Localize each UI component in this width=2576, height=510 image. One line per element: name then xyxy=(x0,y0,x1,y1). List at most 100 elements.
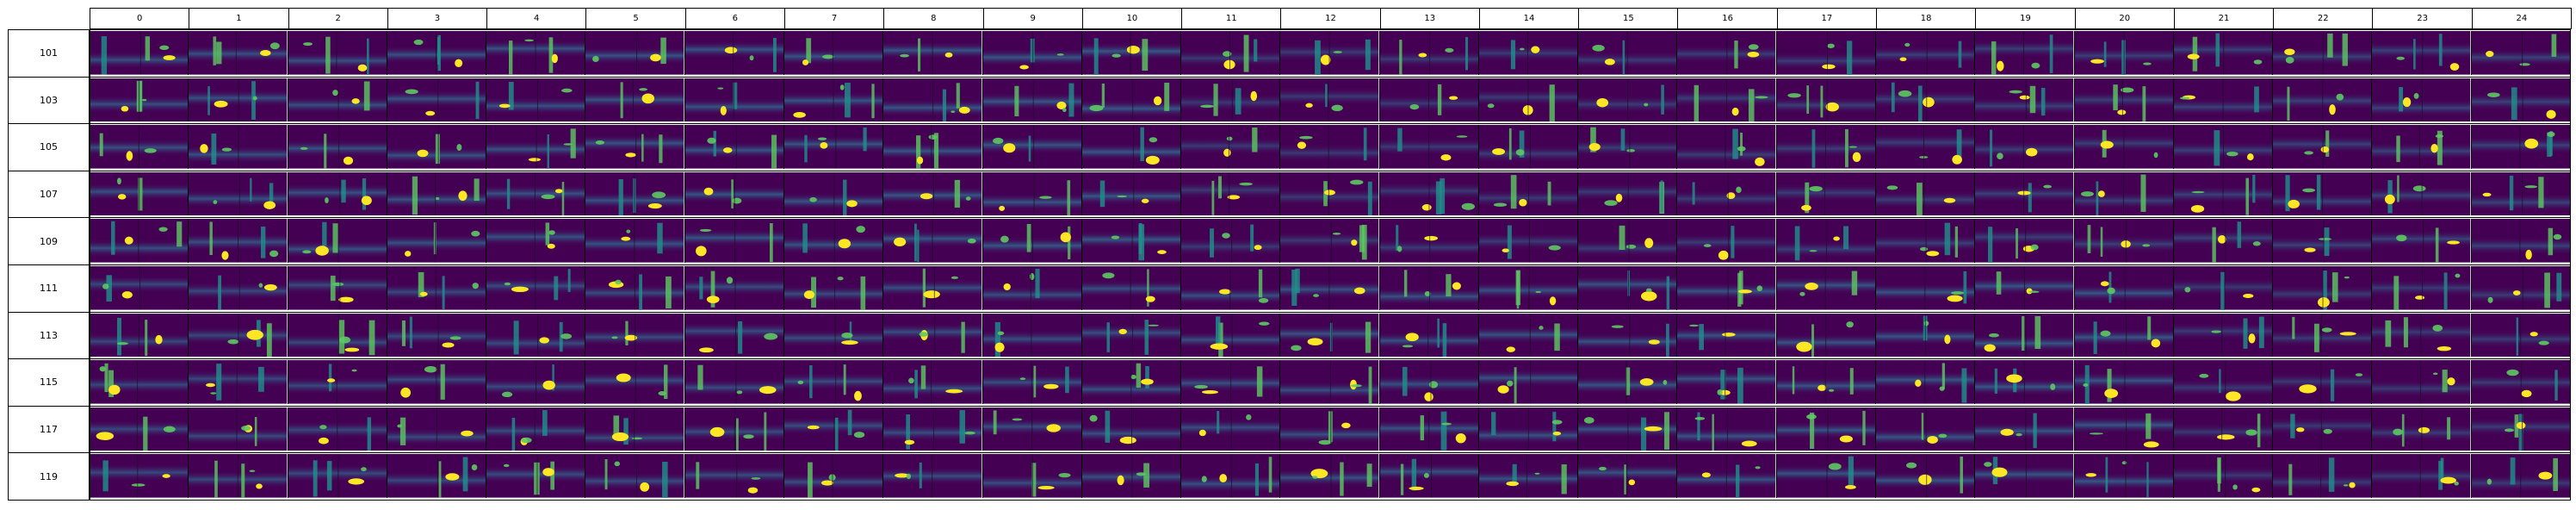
heatmap-thumbnail xyxy=(1181,125,1280,169)
column-header: 6 xyxy=(684,8,785,29)
heatmap-thumbnail xyxy=(2372,78,2471,122)
heatmap-thumbnail xyxy=(585,125,684,169)
grid-cell xyxy=(1876,219,1976,263)
heatmap-thumbnail xyxy=(1776,78,1876,122)
heatmap-thumbnail xyxy=(189,407,288,451)
heatmap-thumbnail xyxy=(387,454,486,498)
grid-cell xyxy=(783,407,884,451)
grid-cell xyxy=(1280,31,1380,75)
heatmap-thumbnail xyxy=(1776,313,1876,358)
heatmap-thumbnail xyxy=(1081,219,1181,263)
heatmap-thumbnail xyxy=(1677,454,1776,498)
heatmap-thumbnail xyxy=(1876,31,1975,75)
grid-cell xyxy=(1181,407,1281,451)
heatmap-thumbnail xyxy=(883,125,982,169)
grid-cell xyxy=(288,219,387,263)
heatmap-thumbnail xyxy=(387,219,486,263)
heatmap-thumbnail xyxy=(1677,407,1776,451)
heatmap-thumbnail xyxy=(387,171,486,216)
heatmap-thumbnail xyxy=(288,407,387,451)
grid-cell xyxy=(387,125,487,169)
heatmap-thumbnail xyxy=(1677,171,1776,216)
grid-cell xyxy=(2273,125,2373,169)
grid-cell xyxy=(1081,78,1182,122)
grid-cell xyxy=(387,78,487,122)
heatmap-thumbnail xyxy=(2074,454,2173,498)
heatmap-thumbnail xyxy=(387,360,486,404)
grid-cell xyxy=(883,125,983,169)
grid-cell xyxy=(2173,78,2274,122)
heatmap-thumbnail xyxy=(1081,78,1181,122)
heatmap-thumbnail xyxy=(684,31,783,75)
heatmap-thumbnail xyxy=(1081,171,1181,216)
heatmap-thumbnail xyxy=(1280,454,1379,498)
grid-cell xyxy=(2372,313,2472,358)
column-header: 17 xyxy=(1776,8,1878,29)
grid-cell xyxy=(2173,219,2274,263)
grid-cell xyxy=(1578,78,1678,122)
heatmap-thumbnail xyxy=(2372,360,2471,404)
column-header: 1 xyxy=(189,8,289,29)
heatmap-thumbnail xyxy=(883,171,982,216)
grid-cell xyxy=(2273,78,2373,122)
grid-cell xyxy=(684,78,784,122)
grid-cell xyxy=(2074,407,2174,451)
heatmap-thumbnail xyxy=(684,407,783,451)
heatmap-thumbnail xyxy=(1677,360,1776,404)
column-header: 20 xyxy=(2074,8,2175,29)
heatmap-thumbnail xyxy=(1280,219,1379,263)
heatmap-thumbnail xyxy=(387,78,486,122)
grid-cell xyxy=(684,454,784,498)
heatmap-thumbnail xyxy=(2471,266,2570,310)
grid-cell xyxy=(1081,125,1182,169)
heatmap-thumbnail xyxy=(288,454,387,498)
heatmap-thumbnail xyxy=(2372,454,2471,498)
grid-cell xyxy=(1181,171,1281,216)
heatmap-thumbnail xyxy=(1478,219,1578,263)
grid-cell xyxy=(1280,360,1380,404)
column-header: 7 xyxy=(783,8,885,29)
heatmap-thumbnail xyxy=(1677,313,1776,358)
grid-cell xyxy=(1379,313,1479,358)
grid-cell xyxy=(1379,78,1479,122)
heatmap-thumbnail xyxy=(585,407,684,451)
grid-cell xyxy=(585,266,685,310)
column-header: 12 xyxy=(1280,8,1381,29)
heatmap-thumbnail xyxy=(486,31,585,75)
grid-cell xyxy=(288,454,387,498)
heatmap-thumbnail xyxy=(2273,219,2372,263)
heatmap-thumbnail xyxy=(1379,125,1478,169)
row-header: 115 xyxy=(8,358,90,407)
grid-cell xyxy=(1578,313,1678,358)
heatmap-thumbnail xyxy=(585,171,684,216)
heatmap-thumbnail xyxy=(684,78,783,122)
column-header: 10 xyxy=(1081,8,1183,29)
grid-cell xyxy=(982,125,1082,169)
grid-cell xyxy=(1975,31,2075,75)
heatmap-thumbnail xyxy=(2273,31,2372,75)
heatmap-thumbnail xyxy=(1379,31,1478,75)
heatmap-thumbnail xyxy=(2173,407,2273,451)
heatmap-thumbnail xyxy=(1081,313,1181,358)
heatmap-thumbnail xyxy=(288,219,387,263)
column-header: 16 xyxy=(1677,8,1778,29)
heatmap-thumbnail xyxy=(1975,360,2074,404)
heatmap-thumbnail xyxy=(2273,171,2372,216)
heatmap-thumbnail xyxy=(189,31,288,75)
grid-cell xyxy=(2471,31,2571,75)
heatmap-thumbnail xyxy=(1280,171,1379,216)
row-header: 105 xyxy=(8,123,90,171)
grid-cell xyxy=(387,313,487,358)
grid-cell xyxy=(1081,266,1182,310)
heatmap-thumbnail xyxy=(2173,313,2273,358)
grid-cell xyxy=(189,31,288,75)
heatmap-thumbnail xyxy=(90,360,189,404)
grid-cell xyxy=(2173,454,2274,498)
grid-cell xyxy=(2273,313,2373,358)
heatmap-thumbnail xyxy=(2471,78,2570,122)
heatmap-thumbnail xyxy=(585,313,684,358)
heatmap-thumbnail xyxy=(1478,407,1578,451)
heatmap-thumbnail xyxy=(1181,407,1280,451)
heatmap-thumbnail xyxy=(486,266,585,310)
